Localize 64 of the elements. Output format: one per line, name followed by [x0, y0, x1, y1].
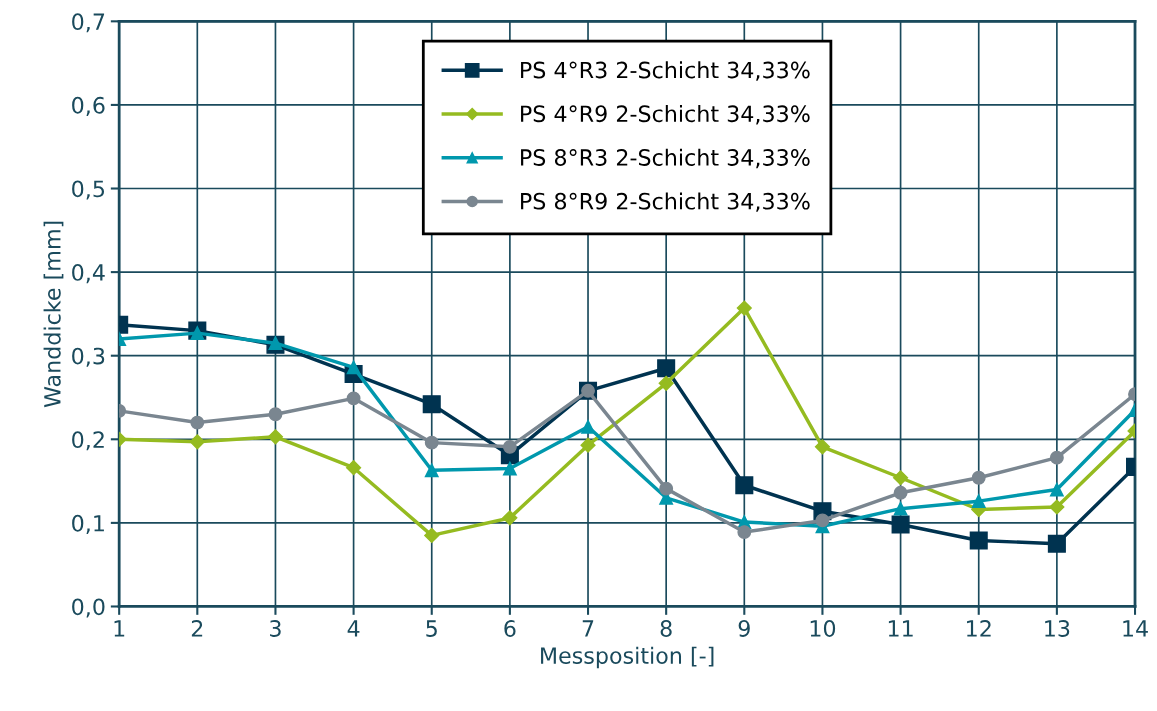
point — [346, 391, 361, 406]
x-tick-label: 13 — [1045, 620, 1070, 637]
legend-label: PS 4°R9 2-Schicht 34,33% — [521, 104, 810, 125]
x-tick-label: 14 — [1123, 620, 1148, 637]
y-tick-label: 0,6 — [72, 96, 105, 116]
legend-label: PS 8°R9 2-Schicht 34,33% — [521, 192, 810, 212]
point — [1047, 534, 1066, 553]
point — [971, 494, 986, 509]
point — [815, 513, 830, 528]
y-tick-label: 0,2 — [72, 431, 104, 451]
point — [190, 415, 205, 430]
point — [971, 470, 986, 485]
y-tick-label: 0,7 — [72, 13, 105, 33]
point — [659, 481, 674, 496]
point — [267, 429, 284, 445]
x-tick-label: 12 — [967, 620, 991, 637]
point — [657, 359, 676, 378]
x-tick-label: 8 — [660, 620, 672, 637]
point — [189, 434, 205, 450]
x-tick-label: 7 — [582, 620, 594, 637]
point — [268, 407, 283, 422]
y-tick-label: 0,1 — [72, 514, 104, 534]
point — [346, 360, 361, 375]
point — [737, 525, 752, 540]
legend-label: PS 8°R3 2-Schicht 34,33% — [521, 148, 810, 169]
point — [969, 531, 988, 550]
point — [735, 476, 754, 495]
x-tick-label: 5 — [426, 620, 437, 637]
point — [891, 515, 910, 534]
point — [502, 439, 517, 454]
point — [581, 419, 595, 434]
point — [580, 437, 596, 453]
y-tick-label: 0,4 — [72, 264, 105, 284]
point — [190, 326, 205, 341]
x-tick-label: 11 — [888, 620, 913, 637]
point — [424, 435, 439, 450]
point — [658, 375, 674, 391]
y-tick-label: 0,5 — [72, 180, 105, 200]
point — [1049, 450, 1064, 465]
x-tick-label: 10 — [810, 620, 836, 637]
point — [893, 470, 909, 486]
point — [346, 460, 362, 476]
x-tick-label: 4 — [347, 620, 360, 637]
x-tick-label: 9 — [738, 620, 750, 637]
point — [814, 439, 831, 455]
legend-label: PS 4°R3 2-Schicht 34,33% — [521, 61, 810, 81]
x-tick-label: 2 — [191, 620, 203, 637]
point — [893, 485, 908, 500]
point — [502, 461, 517, 476]
x-tick-label: 6 — [504, 620, 516, 637]
point — [893, 501, 908, 516]
y-tick-label: 0,0 — [72, 598, 105, 618]
point — [424, 527, 440, 543]
x-tick-label: 1 — [114, 620, 125, 637]
point — [736, 300, 752, 316]
point — [1049, 499, 1065, 515]
x-axis-title: Messposition [-] — [541, 646, 714, 669]
point — [1049, 482, 1064, 497]
x-tick-label: 3 — [270, 620, 281, 637]
point — [422, 395, 441, 414]
y-tick-label: 0,3 — [72, 347, 105, 367]
point — [502, 510, 518, 526]
point — [424, 463, 439, 478]
y-axis-title: Wanddicke [mm] — [43, 221, 64, 408]
